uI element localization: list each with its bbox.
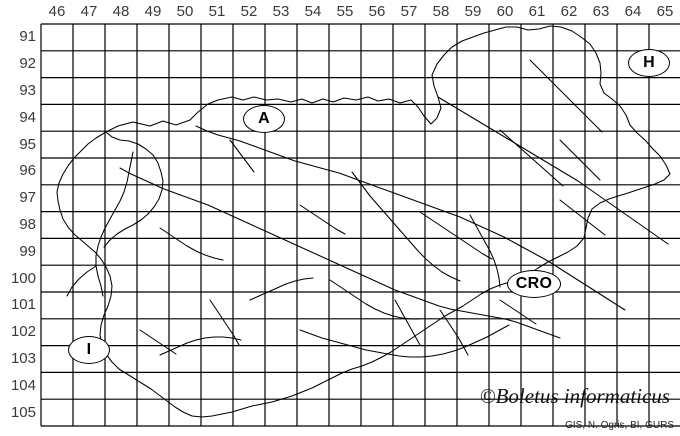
column-label-61: 61 — [528, 3, 546, 20]
river-tributary-south-b — [439, 309, 469, 356]
column-label-63: 63 — [592, 3, 610, 20]
column-label-65: 65 — [656, 3, 674, 20]
column-label-55: 55 — [336, 3, 354, 20]
row-label-92: 92 — [19, 55, 36, 73]
column-label-53: 53 — [272, 3, 290, 20]
river-tributary-sw — [139, 329, 177, 355]
column-label-54: 54 — [304, 3, 322, 20]
row-label-101: 101 — [10, 296, 36, 314]
column-label-64: 64 — [624, 3, 642, 20]
river-soca — [95, 151, 134, 297]
row-label-91: 91 — [19, 28, 36, 46]
row-label-97: 97 — [19, 189, 36, 207]
row-label-100: 100 — [10, 269, 36, 287]
row-label-105: 105 — [10, 403, 36, 421]
column-label-49: 49 — [144, 3, 162, 20]
river-dravinja — [419, 211, 493, 260]
row-label-94: 94 — [19, 108, 36, 126]
border-detail-northwest — [103, 131, 164, 248]
river-tributary-south-a — [394, 299, 421, 346]
row-label-99: 99 — [19, 242, 36, 260]
river-tributary-south-c — [209, 299, 240, 346]
river-tributary-northeast — [559, 199, 606, 236]
column-label-62: 62 — [560, 3, 578, 20]
river-kolpa — [299, 324, 510, 358]
attribution-text: GIS, N. Ogris, BI, GURS — [565, 420, 674, 431]
copyright-watermark: ©Boletus informaticus — [479, 384, 670, 408]
row-label-98: 98 — [19, 216, 36, 233]
column-label-46: 46 — [48, 3, 66, 20]
column-label-59: 59 — [464, 3, 482, 20]
column-label-48: 48 — [112, 3, 130, 20]
row-label-93: 93 — [19, 82, 36, 99]
river-tributary-north — [229, 139, 255, 173]
column-label-56: 56 — [368, 3, 386, 20]
river-scavnica — [559, 139, 601, 181]
river-idrijca — [159, 227, 224, 261]
country-tag-hungary: H — [628, 49, 670, 77]
column-label-47: 47 — [80, 3, 98, 20]
row-label-103: 103 — [10, 350, 36, 367]
row-label-95: 95 — [19, 135, 36, 153]
column-label-57: 57 — [400, 3, 418, 20]
column-label-60: 60 — [496, 3, 514, 20]
row-label-96: 96 — [19, 162, 36, 180]
column-label-52: 52 — [240, 3, 258, 20]
column-label-50: 50 — [176, 3, 194, 20]
river-savinja — [351, 171, 461, 282]
river-tributary-se — [499, 299, 537, 325]
column-label-58: 58 — [432, 3, 450, 20]
river-ljubljanica — [249, 277, 314, 301]
river-tributary-central — [299, 204, 346, 235]
column-label-51: 51 — [208, 3, 226, 20]
row-label-104: 104 — [10, 376, 36, 394]
country-tag-austria: A — [243, 105, 285, 133]
country-tag-italy: I — [68, 336, 110, 364]
river-tributary-west — [66, 265, 97, 297]
row-label-102: 102 — [10, 323, 36, 341]
river-sotla — [469, 214, 501, 288]
country-tag-croatia: CRO — [507, 270, 561, 298]
river-ledava — [529, 59, 603, 133]
